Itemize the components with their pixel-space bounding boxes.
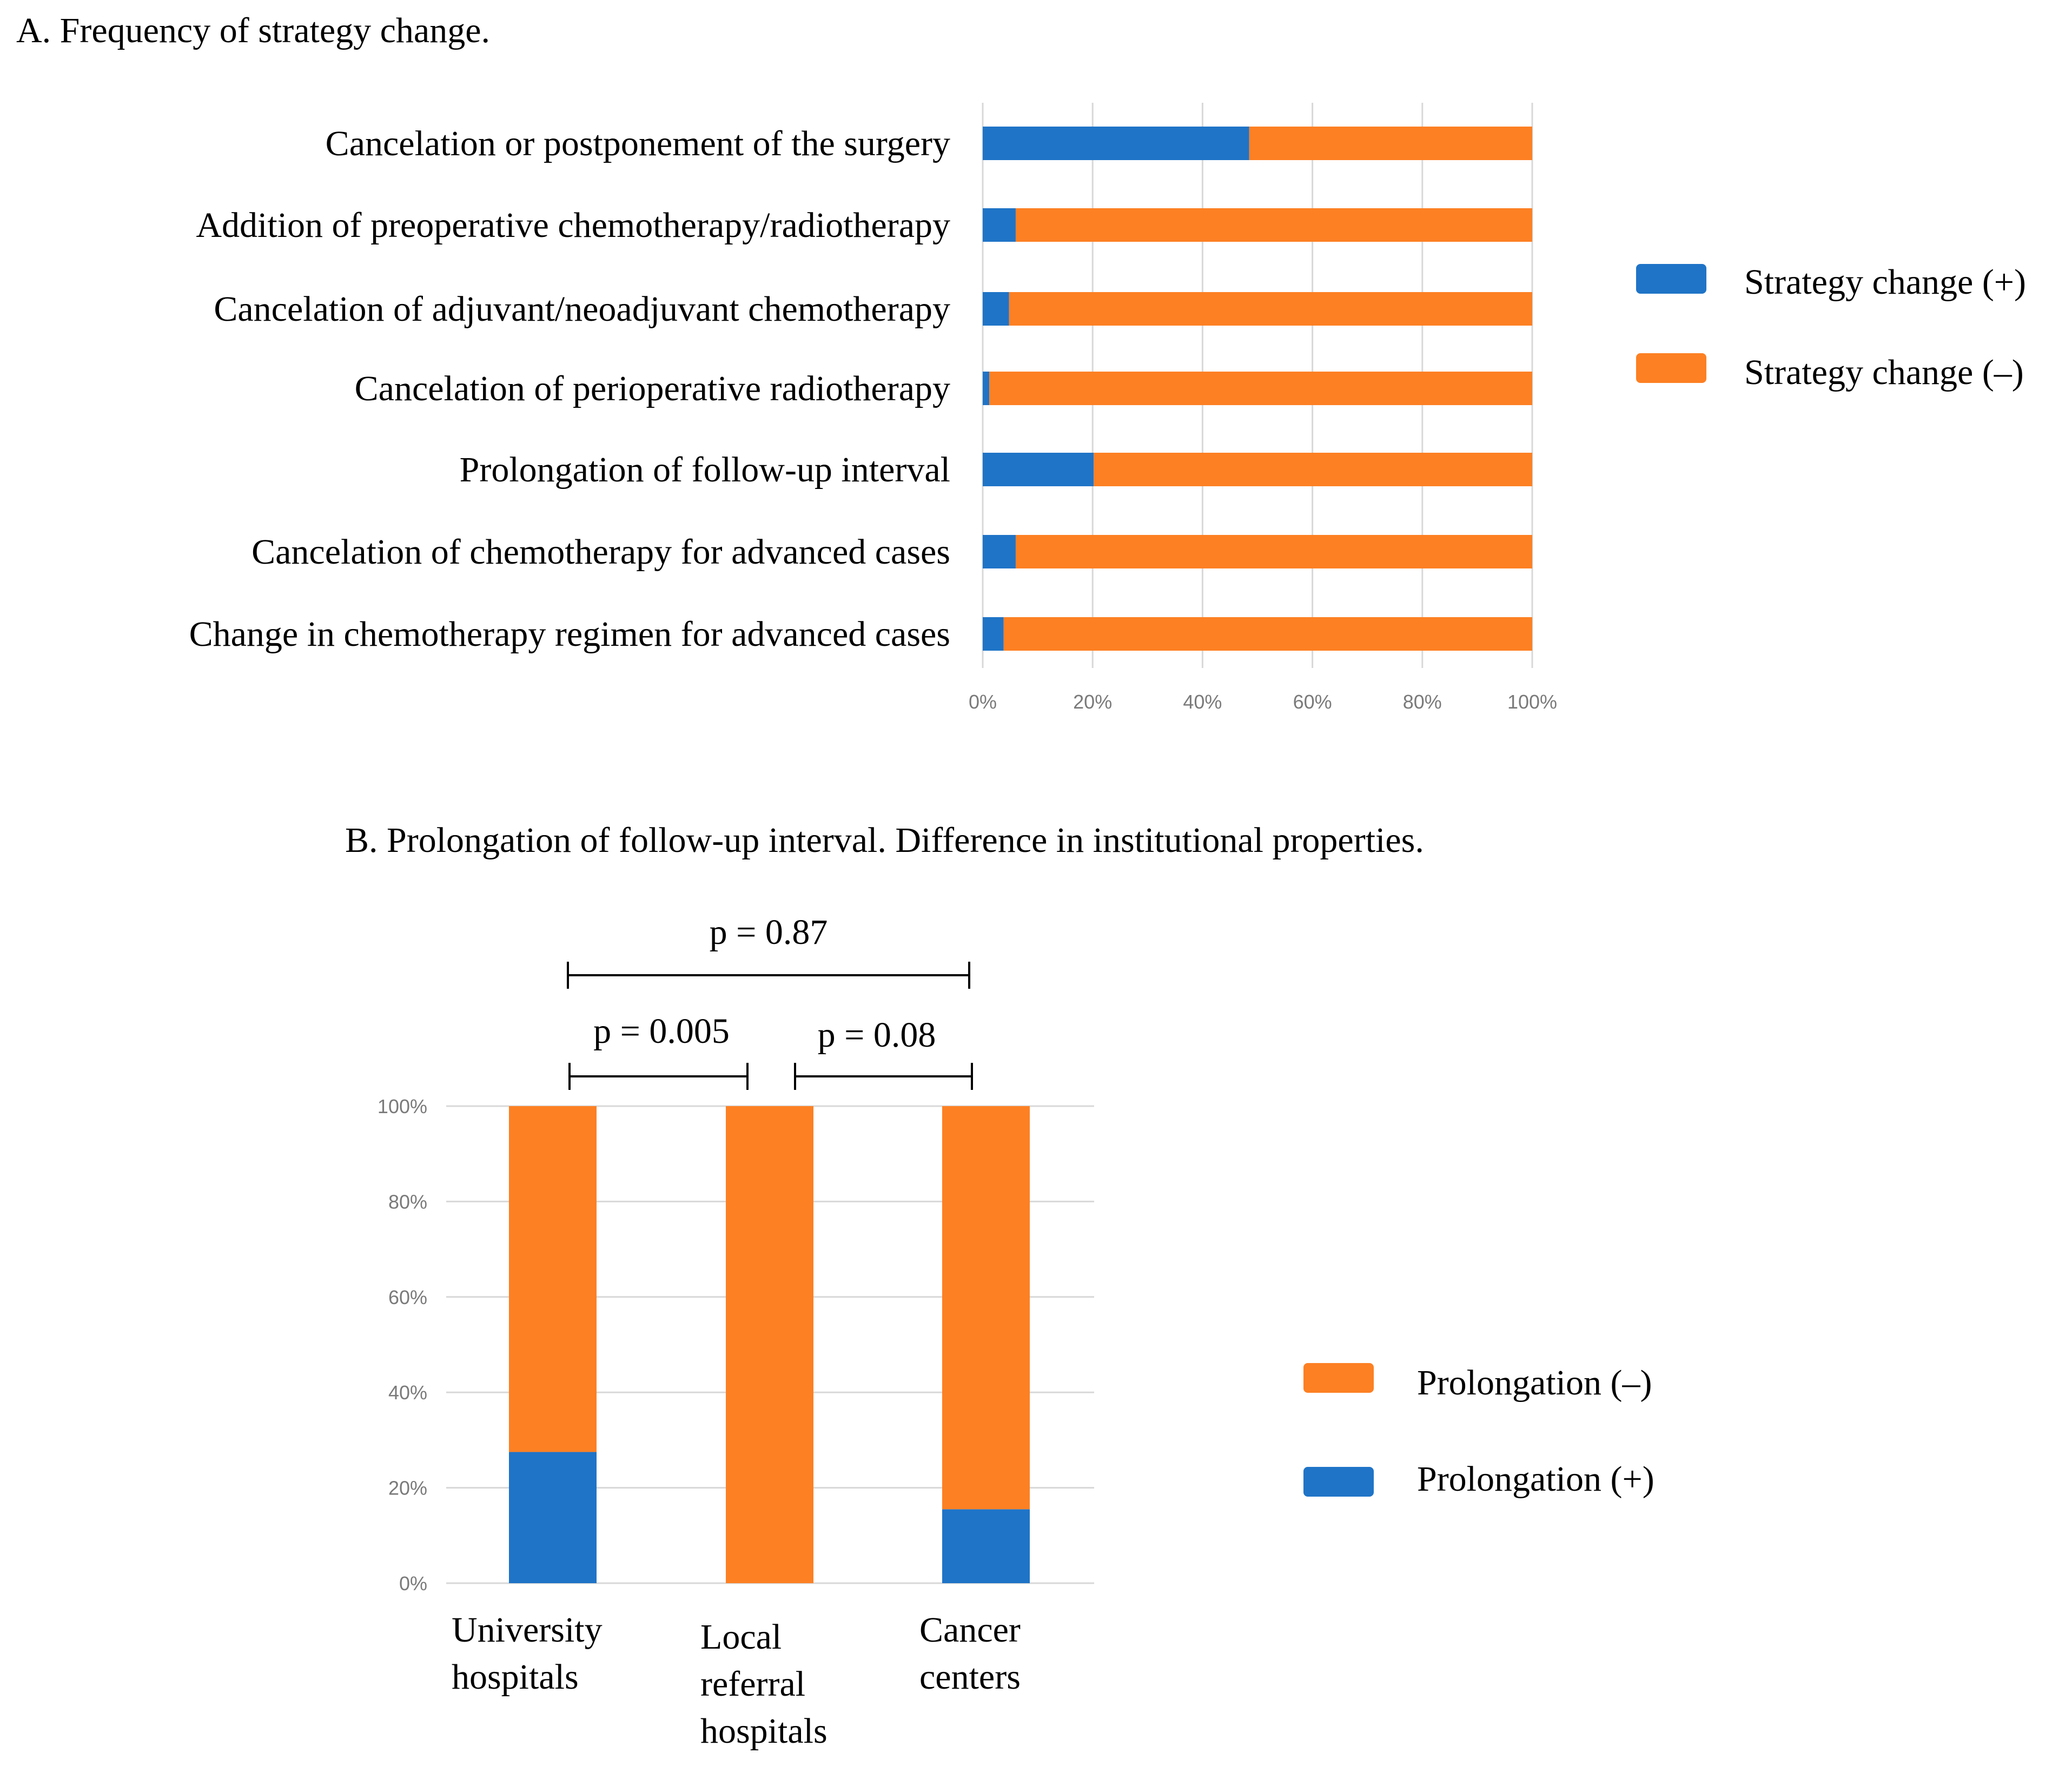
- bar-change-plus-change-in-chemotherapy-regimen-for-advanced-cases: [983, 617, 1004, 651]
- panel-a-legend: Strategy change (+) Strategy change (–): [1636, 262, 2026, 392]
- panel-b-bars: [509, 1106, 1030, 1583]
- x-tick-label: 80%: [1403, 691, 1442, 713]
- p-value-local-cancer: p = 0.08: [818, 1015, 936, 1055]
- bar-change-plus-cancelation-or-postponement-of-the-surgery: [983, 127, 1249, 160]
- legend-label-prolongation-minus: Prolongation (–): [1417, 1363, 1652, 1403]
- bar-change-plus-cancelation-of-perioperative-radiotherapy: [983, 372, 990, 405]
- category-label-cancer-centers: Cancer centers: [919, 1610, 1021, 1697]
- bracket-local-cancer: [794, 1063, 973, 1090]
- bar-change-minus-change-in-chemotherapy-regimen-for-advanced-cases: [1003, 617, 1532, 651]
- panel-a-x-tick-labels: 0% 20% 40% 60% 80% 100%: [969, 691, 1557, 713]
- bar-prolongation-minus-cancer-centers: [942, 1106, 1030, 1510]
- category-label-addition-of-preoperative-chemotherapy-radiotherapy: Addition of preoperative chemotherapy/ra…: [196, 206, 950, 245]
- bar-prolongation-minus-university-hospitals: [509, 1106, 597, 1452]
- category-label-university-hospitals: University hospitals: [452, 1610, 603, 1697]
- panel-a: A. Frequency of strategy change. Cancela…: [16, 11, 2026, 713]
- x-tick-label: 100%: [1507, 691, 1557, 713]
- y-tick-label: 80%: [388, 1190, 427, 1213]
- bar-prolongation-plus-university-hospitals: [509, 1452, 597, 1583]
- bar-change-plus-addition-of-preoperative-chemotherapy-radiotherapy: [983, 208, 1016, 242]
- legend-label-prolongation-plus: Prolongation (+): [1417, 1459, 1654, 1499]
- x-tick-label: 40%: [1183, 691, 1222, 713]
- bar-change-minus-addition-of-preoperative-chemotherapy-radiotherapy: [1015, 208, 1532, 242]
- y-tick-label: 60%: [388, 1286, 427, 1308]
- category-label-cancelation-of-adjuvant-neoadjuvant-chemotherapy: Cancelation of adjuvant/neoadjuvant chem…: [214, 289, 950, 329]
- category-label-cancelation-of-chemotherapy-for-advanced-cases: Cancelation of chemotherapy for advanced…: [251, 532, 950, 572]
- bar-change-minus-prolongation-of-follow-up-interval: [1094, 453, 1532, 486]
- y-tick-label: 100%: [378, 1095, 427, 1117]
- panel-a-category-labels: Cancelation or postponement of the surge…: [189, 124, 950, 654]
- legend-swatch-prolongation-plus: [1303, 1467, 1374, 1497]
- x-tick-label: 20%: [1073, 691, 1112, 713]
- panel-b-title: B. Prolongation of follow-up interval. D…: [345, 821, 1424, 860]
- bar-change-plus-prolongation-of-follow-up-interval: [983, 453, 1094, 486]
- bar-change-plus-cancelation-of-chemotherapy-for-advanced-cases: [983, 535, 1016, 568]
- category-label-cancelation-or-postponement-of-the-surgery: Cancelation or postponement of the surge…: [326, 124, 950, 163]
- bar-change-minus-cancelation-of-perioperative-radiotherapy: [989, 372, 1532, 405]
- bar-prolongation-plus-cancer-centers: [942, 1509, 1030, 1583]
- legend-swatch-strategy-change-minus: [1636, 353, 1706, 383]
- legend-label-strategy-change-plus: Strategy change (+): [1744, 262, 2026, 302]
- p-value-university-cancer: p = 0.87: [710, 912, 828, 952]
- y-tick-label: 20%: [388, 1477, 427, 1499]
- category-label-cancelation-of-perioperative-radiotherapy: Cancelation of perioperative radiotherap…: [355, 369, 950, 408]
- bar-change-minus-cancelation-of-chemotherapy-for-advanced-cases: [1015, 535, 1532, 568]
- legend-label-strategy-change-minus: Strategy change (–): [1744, 353, 2024, 392]
- legend-swatch-strategy-change-plus: [1636, 264, 1706, 294]
- bar-change-minus-cancelation-of-adjuvant-neoadjuvant-chemotherapy: [1009, 292, 1532, 326]
- legend-swatch-prolongation-minus: [1303, 1363, 1374, 1393]
- bar-change-minus-cancelation-or-postponement-of-the-surgery: [1249, 127, 1532, 160]
- panel-b-significance-brackets: p = 0.87 p = 0.005 p = 0.08: [567, 912, 973, 1090]
- x-tick-label: 60%: [1293, 691, 1332, 713]
- category-label-prolongation-of-follow-up-interval: Prolongation of follow-up interval: [460, 450, 950, 490]
- panel-b-y-tick-labels: 0% 20% 40% 60% 80% 100%: [378, 1095, 427, 1595]
- panel-b: B. Prolongation of follow-up interval. D…: [345, 821, 1654, 1751]
- p-value-university-local: p = 0.005: [593, 1011, 730, 1051]
- panel-a-bars: [983, 127, 1532, 651]
- bracket-university-local: [568, 1063, 749, 1090]
- category-label-local-referral-hospitals: Local referral hospitals: [700, 1617, 828, 1751]
- bar-change-plus-cancelation-of-adjuvant-neoadjuvant-chemotherapy: [983, 292, 1009, 326]
- panel-b-legend: Prolongation (–) Prolongation (+): [1303, 1363, 1654, 1499]
- bracket-university-cancer: [567, 962, 970, 989]
- x-tick-label: 0%: [969, 691, 997, 713]
- panel-a-title: A. Frequency of strategy change.: [16, 11, 490, 50]
- panel-b-category-labels: University hospitals Local referral hospital…: [452, 1610, 1021, 1751]
- y-tick-label: 0%: [399, 1572, 427, 1595]
- category-label-change-in-chemotherapy-regimen-for-advanced-cases: Change in chemotherapy regimen for advan…: [189, 614, 950, 654]
- y-tick-label: 40%: [388, 1381, 427, 1404]
- bar-prolongation-minus-local-referral-hospitals: [726, 1106, 813, 1583]
